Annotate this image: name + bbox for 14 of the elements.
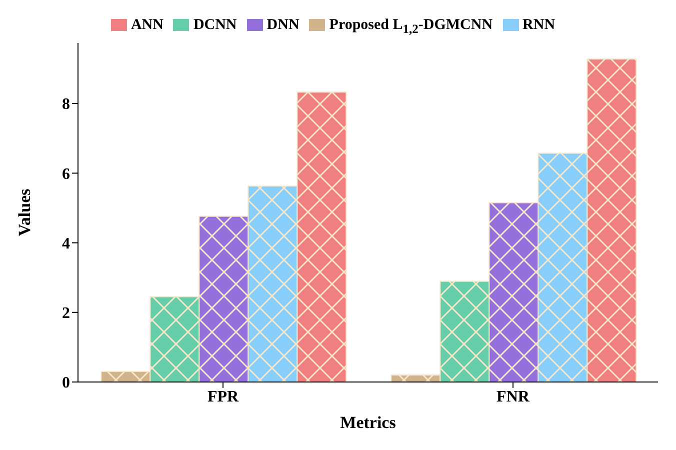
x-tick-label: FNR [496,388,530,406]
y-tick-label: 4 [62,235,70,252]
x-tick-label: FPR [207,388,239,406]
legend-label: DCNN [193,17,237,33]
legend-label: RNN [522,17,556,33]
y-axis-title: Values [15,188,34,236]
legend-label: DNN [266,17,300,33]
y-tick-label: 0 [62,374,70,392]
legend-label: ANN [130,17,164,33]
legend-label: Proposed L$_{1,2}$-DGMCNN [329,17,493,36]
y-tick-label: 2 [62,305,70,322]
y-tick-label: 6 [62,166,70,183]
y-tick-label: 8 [62,96,70,114]
x-axis-title: Metrics [340,413,396,432]
